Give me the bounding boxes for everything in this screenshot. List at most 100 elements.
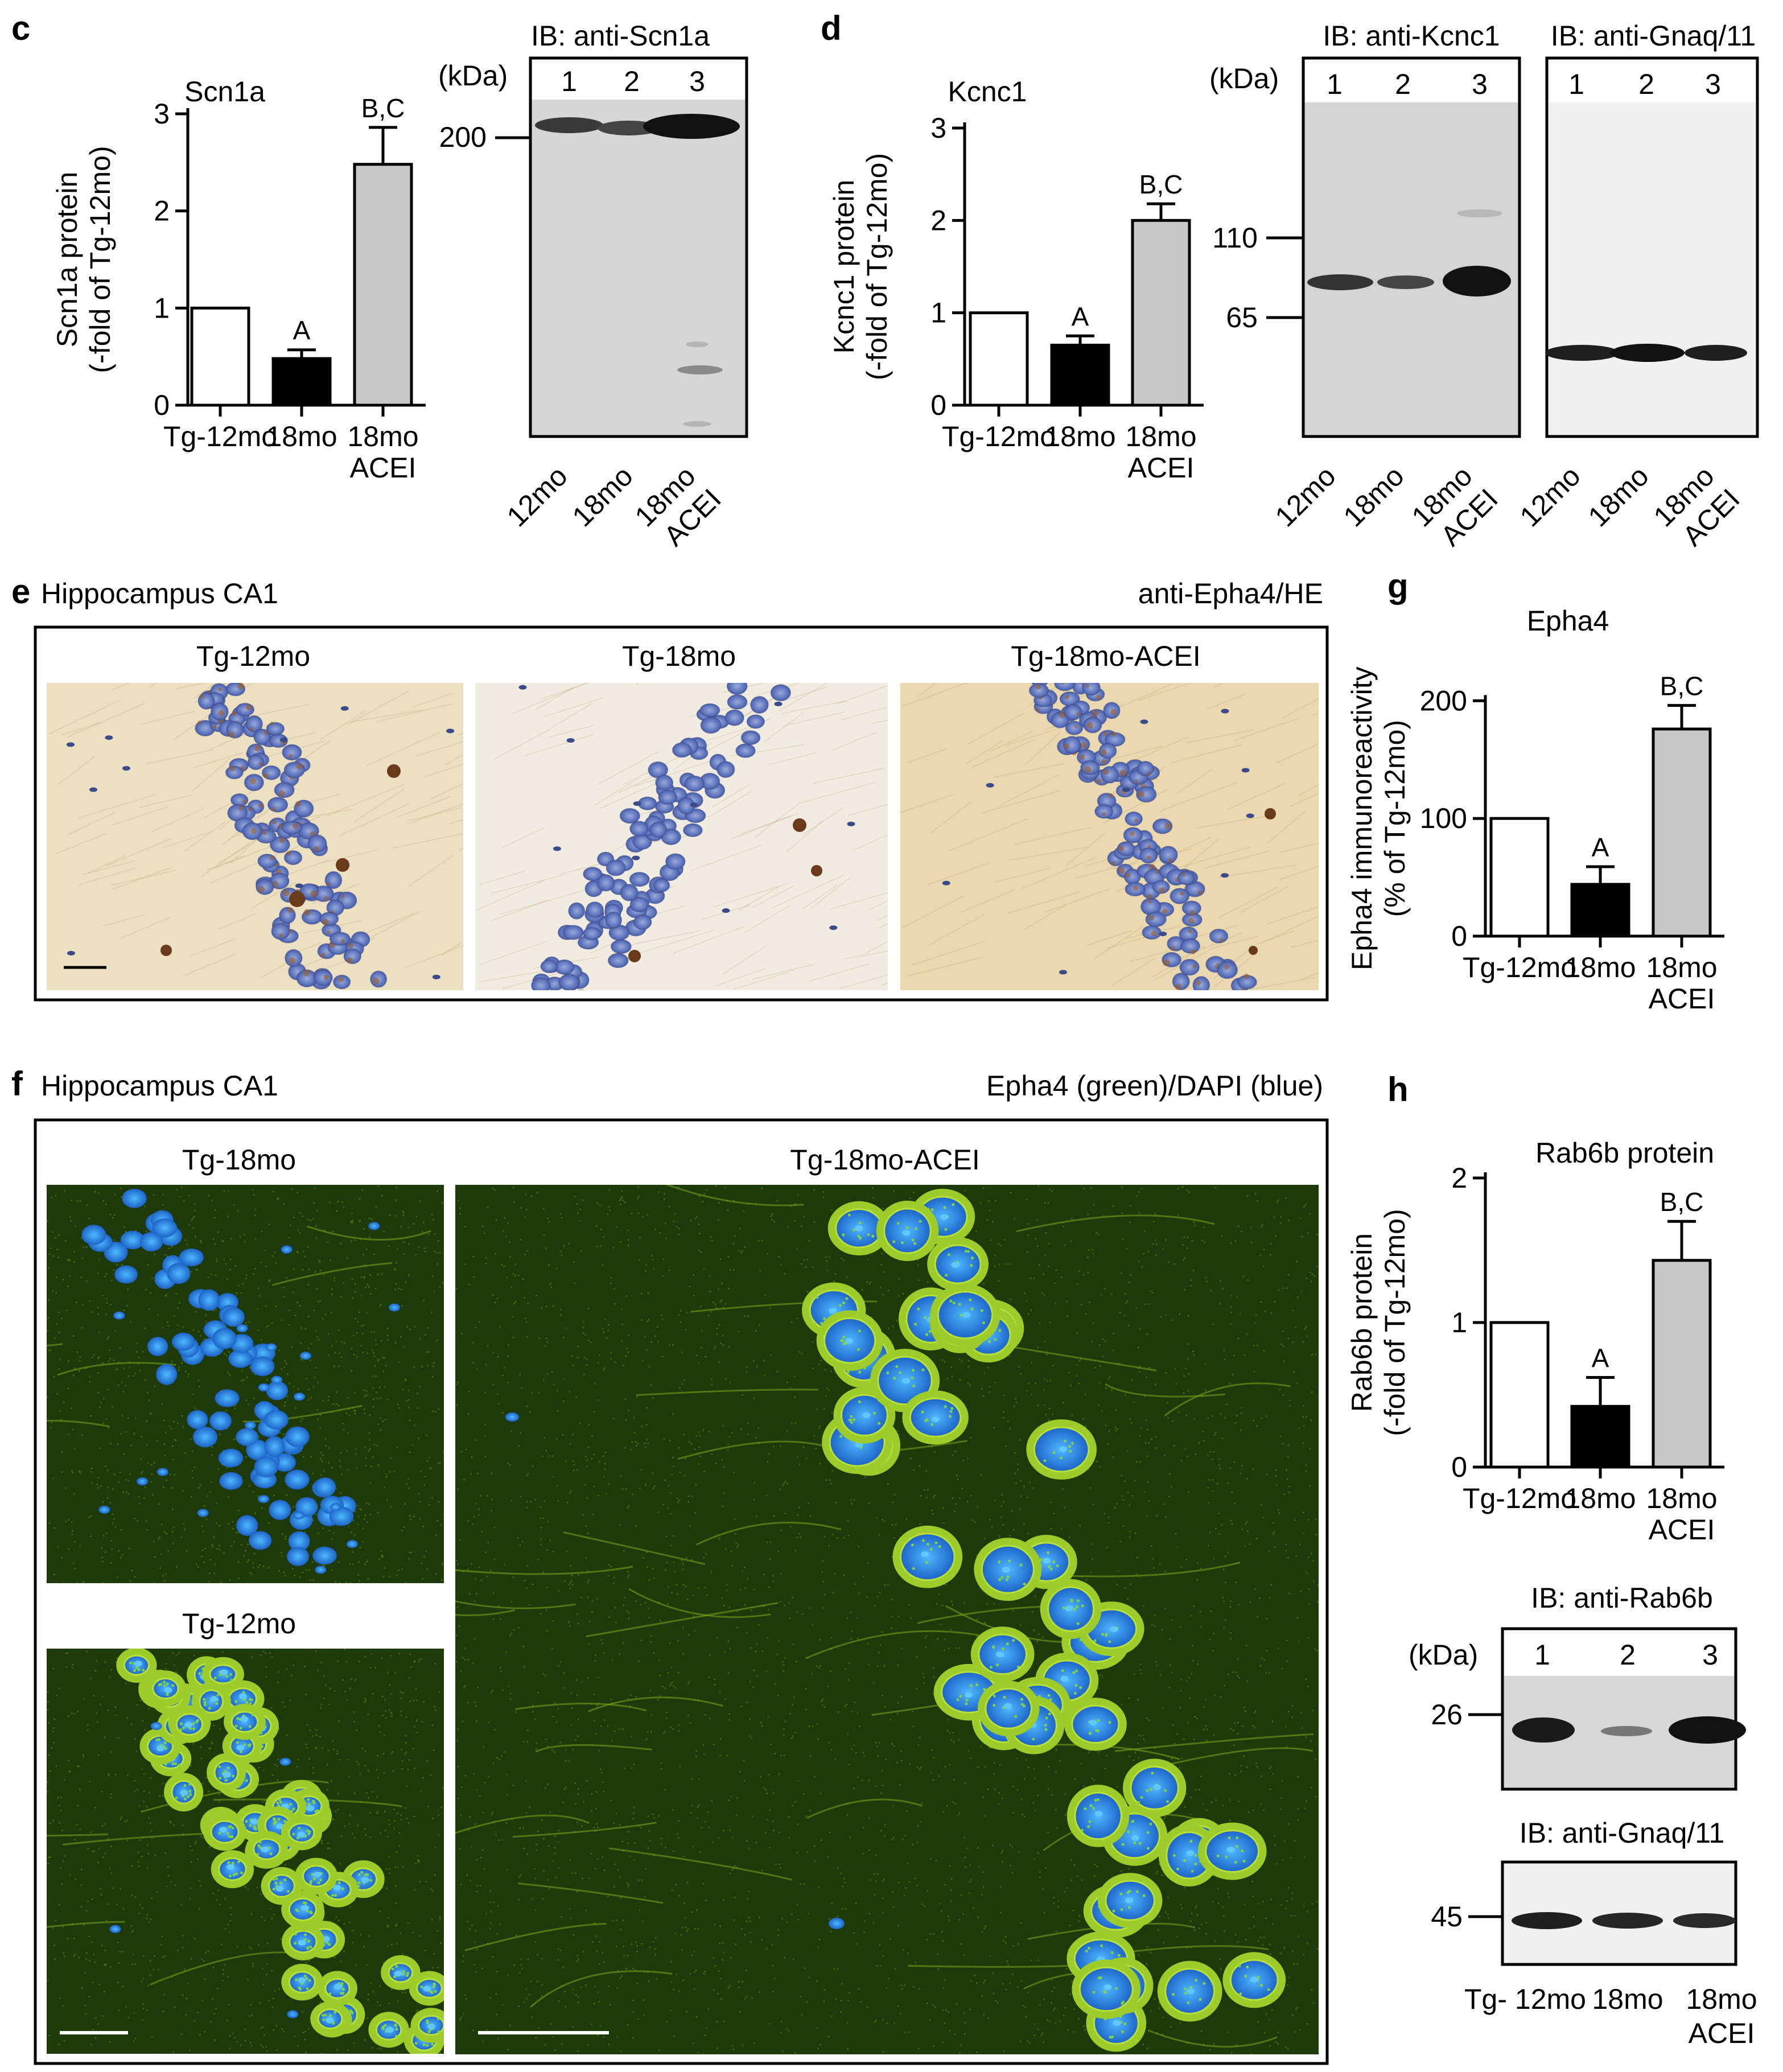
- if-noise: [484, 1455, 487, 1457]
- if-noise: [405, 1379, 407, 1381]
- if-noise: [520, 1874, 522, 1876]
- if-noise: [921, 1903, 924, 1905]
- ihc-fiber: [1218, 886, 1279, 918]
- if-noise: [133, 1375, 135, 1377]
- if-puncta: [137, 1668, 141, 1671]
- if-noise: [413, 1725, 415, 1728]
- if-noise: [566, 1501, 569, 1503]
- if-noise: [958, 1918, 961, 1921]
- if-noise: [53, 1718, 56, 1720]
- if-noise: [586, 1581, 588, 1583]
- chart-title: Scn1a: [184, 76, 265, 108]
- if-noise: [1057, 1900, 1060, 1902]
- if-noise: [50, 1427, 52, 1429]
- if-noise: [318, 1259, 320, 1262]
- if-noise: [926, 1890, 928, 1892]
- ihc-fiber: [707, 790, 752, 818]
- if-noise: [192, 1329, 195, 1331]
- if-noise: [385, 1717, 387, 1719]
- if-noise: [291, 1346, 294, 1348]
- if-noise: [1089, 1749, 1091, 1752]
- if-noise: [361, 1295, 363, 1297]
- if-noise: [932, 2045, 934, 2048]
- if-noise: [333, 1690, 336, 1692]
- if-noise: [409, 1551, 411, 1554]
- if-noise: [151, 1830, 153, 1832]
- if-noise: [457, 1765, 459, 1768]
- if-noise: [790, 1422, 793, 1424]
- x-tick-label: ACEI: [350, 452, 417, 484]
- if-noise: [596, 1597, 598, 1600]
- glial-nucleus: [340, 706, 349, 711]
- if-noise: [60, 1317, 63, 1320]
- if-noise: [1302, 1404, 1304, 1407]
- if-noise: [554, 1835, 556, 1838]
- if-noise: [432, 1365, 434, 1367]
- if-noise: [47, 1781, 49, 1783]
- ihc-stain-dot: [1086, 722, 1093, 729]
- ihc-positive-cell: [387, 764, 401, 778]
- if-noise: [385, 1364, 387, 1366]
- if-puncta: [422, 2043, 426, 2046]
- ihc-fiber: [788, 686, 829, 700]
- if-noise: [628, 1883, 630, 1885]
- if-noise: [73, 1937, 75, 1939]
- if-noise: [443, 1451, 444, 1453]
- if-noise: [727, 1443, 729, 1445]
- if-noise: [384, 1830, 386, 1832]
- blot-gnaq-d-title: IB: anti-Gnaq/11: [1551, 20, 1756, 52]
- if-noise: [575, 1872, 577, 1875]
- if-puncta: [226, 1832, 229, 1835]
- ihc-positive-cell: [1265, 808, 1276, 819]
- if-noise: [637, 1443, 639, 1445]
- if-noise: [435, 1534, 437, 1537]
- if-noise: [645, 1739, 648, 1741]
- dapi-nucleus: [264, 1410, 289, 1430]
- if-noise: [353, 1720, 355, 1723]
- ihc-stain-dot: [258, 886, 265, 893]
- if-puncta: [231, 1826, 234, 1830]
- if-noise: [387, 1338, 389, 1341]
- if-noise: [212, 1309, 215, 1312]
- if-noise: [752, 1397, 755, 1399]
- if-noise: [388, 1245, 390, 1247]
- if-noise: [569, 1908, 571, 1910]
- if-noise: [942, 2041, 944, 2044]
- if-noise: [215, 1308, 217, 1311]
- if-noise: [415, 1216, 418, 1218]
- if-noise: [146, 2009, 148, 2011]
- if-noise: [356, 1761, 358, 1763]
- if-noise: [168, 1247, 170, 1250]
- if-noise: [199, 1484, 201, 1486]
- if-noise: [401, 1749, 403, 1751]
- if-noise: [254, 1208, 257, 1210]
- if-noise: [377, 2047, 380, 2049]
- if-noise: [1302, 1442, 1304, 1444]
- if-noise: [956, 1474, 958, 1477]
- if-puncta: [203, 1698, 206, 1701]
- if-noise: [1298, 1935, 1300, 1937]
- if-noise: [409, 1515, 411, 1517]
- y-tick-label: 3: [930, 112, 946, 144]
- if-noise: [64, 1855, 67, 1857]
- if-noise: [320, 1842, 323, 1844]
- if-noise: [327, 1847, 329, 1849]
- if-noise: [1303, 1206, 1306, 1208]
- if-noise: [144, 1729, 146, 1731]
- if-noise: [577, 1793, 579, 1795]
- ihc-fiber: [1233, 717, 1300, 742]
- if-noise: [761, 1239, 763, 1242]
- if-noise: [817, 2047, 819, 2049]
- if-noise: [554, 1847, 556, 1849]
- if-noise: [476, 1686, 479, 1688]
- ihc-fiber: [1245, 977, 1315, 990]
- if-noise: [405, 1741, 407, 1744]
- dapi-nucleus: [346, 1540, 358, 1548]
- if-noise: [426, 1351, 428, 1353]
- if-noise: [228, 1351, 230, 1353]
- if-noise: [236, 2041, 238, 2043]
- if-noise: [67, 1387, 69, 1390]
- if-noise: [1165, 1371, 1167, 1374]
- if-noise: [842, 1885, 844, 1888]
